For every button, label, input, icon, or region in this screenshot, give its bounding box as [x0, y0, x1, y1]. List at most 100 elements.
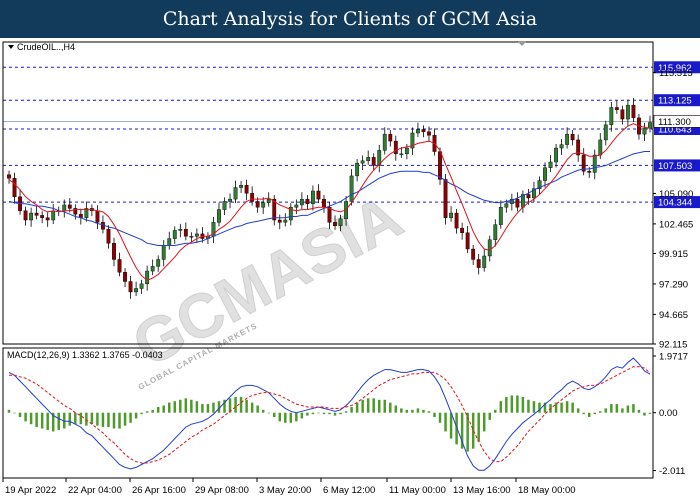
macd-histogram-bar — [460, 412, 464, 449]
candle-body — [614, 107, 619, 110]
macd-histogram-bar — [261, 409, 265, 413]
macd-histogram-bar — [107, 412, 110, 428]
macd-histogram-bar — [228, 398, 232, 413]
price-tick-label: 102.465 — [659, 219, 693, 230]
macd-histogram-bar — [51, 412, 55, 432]
candle-body — [537, 180, 542, 189]
macd-histogram-bar — [355, 402, 359, 413]
ma-slow-line — [8, 151, 650, 246]
macd-histogram-bar — [615, 404, 619, 413]
macd-histogram-bar — [24, 412, 27, 422]
candle-body — [134, 288, 139, 293]
candle-body — [493, 224, 498, 240]
candle-body — [34, 212, 39, 216]
macd-histogram-bar — [118, 412, 121, 429]
candle-body — [427, 131, 431, 136]
macd-histogram-bar — [626, 405, 630, 413]
candle-body — [139, 283, 144, 289]
macd-histogram-bar — [466, 412, 469, 452]
candle-body — [7, 174, 11, 179]
macd-histogram-bar — [339, 412, 342, 415]
price-panel — [3, 66, 653, 299]
chart-canvas[interactable]: GCMASIA GLOBAL CAPITAL MARKETS 115.96211… — [0, 38, 700, 500]
macd-histogram-bar — [96, 412, 99, 426]
level-price-tag — [654, 94, 700, 107]
level-price-label: 115.962 — [658, 63, 692, 74]
level-price-label: 113.125 — [658, 96, 692, 107]
macd-histogram-bar — [643, 412, 646, 416]
macd-line — [8, 357, 651, 471]
macd-histogram-bar — [510, 395, 514, 413]
macd-histogram-bar — [372, 398, 375, 413]
candle-body — [570, 133, 575, 141]
candle-body — [349, 175, 354, 202]
macd-histogram-bar — [344, 411, 348, 413]
macd-histogram-bar — [112, 412, 116, 429]
macd-histogram-bar — [267, 412, 270, 414]
macd-histogram-bar — [195, 401, 199, 413]
candle-body — [266, 198, 271, 203]
macd-histogram-bar — [383, 399, 387, 413]
macd-label: MACD(12,26,9) 1.3362 1.3765 -0.0403 — [7, 350, 163, 360]
macd-histogram-bar — [239, 396, 243, 413]
candle-body — [465, 232, 470, 250]
candle-body — [95, 210, 100, 223]
macd-histogram-bar — [272, 412, 276, 418]
candle-body — [476, 259, 481, 268]
macd-histogram-bar — [516, 395, 519, 413]
macd-histogram-bar — [449, 412, 453, 439]
candle-body — [311, 190, 315, 204]
candle-body — [410, 132, 415, 149]
time-tick-label: 26 Apr 16:00 — [132, 485, 186, 496]
candle-body — [73, 208, 78, 215]
macd-histogram-bar — [168, 402, 171, 413]
candle-body — [67, 204, 72, 209]
candle-body — [23, 210, 28, 221]
macd-histogram-bar — [444, 412, 447, 432]
candle-body — [194, 233, 199, 237]
chart-banner-title: Chart Analysis for Clients of GCM Asia — [0, 0, 700, 38]
candle-body — [288, 207, 293, 221]
macd-histogram-bar — [366, 398, 370, 413]
macd-histogram-bar — [350, 406, 353, 413]
macd-histogram-bar — [527, 399, 530, 413]
candle-body — [371, 157, 376, 166]
candle-body — [316, 190, 321, 200]
candle-body — [178, 229, 183, 231]
candle-body — [449, 212, 453, 218]
macd-histogram-bar — [494, 409, 497, 413]
candle-body — [388, 133, 393, 142]
candle-body — [183, 229, 188, 237]
candle-body — [620, 109, 625, 120]
candle-body — [393, 140, 398, 155]
macd-histogram-bar — [582, 412, 585, 415]
macd-histogram-bar — [278, 412, 282, 422]
macd-histogram-bar — [471, 412, 475, 449]
candle-body — [603, 124, 608, 141]
candle-body — [12, 178, 17, 198]
macd-histogram-bar — [57, 412, 60, 430]
macd-histogram-bar — [206, 404, 210, 413]
candle-body — [498, 207, 503, 225]
macd-histogram-bar — [416, 408, 420, 413]
macd-histogram-bar — [190, 399, 193, 413]
current-price-label: 111.300 — [658, 117, 691, 128]
candle-body — [45, 217, 50, 221]
macd-histogram-bar — [7, 409, 11, 413]
candle-body — [631, 104, 636, 119]
ma-fast-line — [8, 123, 651, 281]
candle-body — [504, 203, 509, 208]
candle-body — [471, 248, 476, 260]
candle-body — [559, 144, 564, 149]
candle-body — [482, 255, 487, 268]
candle-body — [548, 161, 553, 168]
macd-histogram-bar — [201, 404, 204, 413]
candle-body — [150, 266, 155, 272]
macd-histogram-bar — [250, 402, 254, 413]
candle-body — [404, 147, 409, 155]
macd-tick-label: 1.9717 — [659, 352, 688, 363]
macd-histogram-bar — [422, 409, 425, 413]
macd-histogram-bar — [295, 412, 298, 422]
candle-body — [239, 184, 243, 188]
candle-body — [40, 215, 45, 218]
